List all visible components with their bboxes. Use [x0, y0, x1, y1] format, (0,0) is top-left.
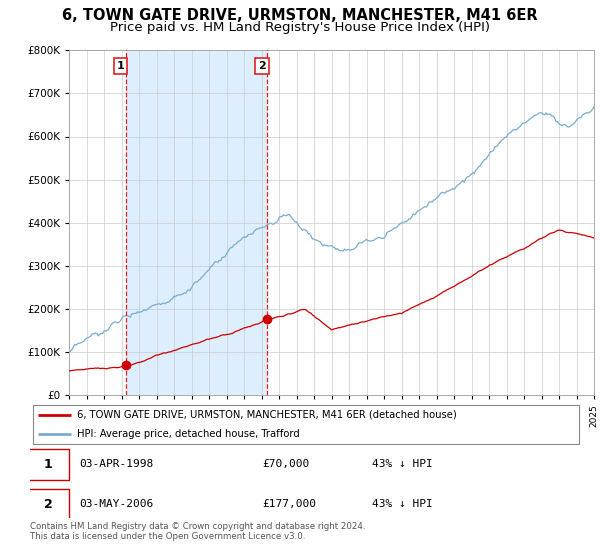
Text: 43% ↓ HPI: 43% ↓ HPI [372, 499, 433, 509]
FancyBboxPatch shape [27, 449, 68, 479]
Text: Price paid vs. HM Land Registry's House Price Index (HPI): Price paid vs. HM Land Registry's House … [110, 21, 490, 34]
Text: 6, TOWN GATE DRIVE, URMSTON, MANCHESTER, M41 6ER: 6, TOWN GATE DRIVE, URMSTON, MANCHESTER,… [62, 8, 538, 24]
FancyBboxPatch shape [33, 405, 579, 444]
Text: 43% ↓ HPI: 43% ↓ HPI [372, 459, 433, 469]
Text: 1: 1 [44, 458, 52, 470]
Text: 1: 1 [117, 61, 125, 71]
Text: Contains HM Land Registry data © Crown copyright and database right 2024.
This d: Contains HM Land Registry data © Crown c… [30, 522, 365, 542]
Bar [126, 50, 267, 395]
Text: 03-MAY-2006: 03-MAY-2006 [80, 499, 154, 509]
Text: HPI: Average price, detached house, Trafford: HPI: Average price, detached house, Traf… [77, 429, 299, 439]
FancyBboxPatch shape [27, 488, 68, 520]
Text: 03-APR-1998: 03-APR-1998 [80, 459, 154, 469]
Text: 6, TOWN GATE DRIVE, URMSTON, MANCHESTER, M41 6ER (detached house): 6, TOWN GATE DRIVE, URMSTON, MANCHESTER,… [77, 409, 457, 419]
Text: £177,000: £177,000 [262, 499, 316, 509]
Text: 2: 2 [44, 497, 52, 511]
Text: £70,000: £70,000 [262, 459, 309, 469]
Text: 2: 2 [258, 61, 266, 71]
